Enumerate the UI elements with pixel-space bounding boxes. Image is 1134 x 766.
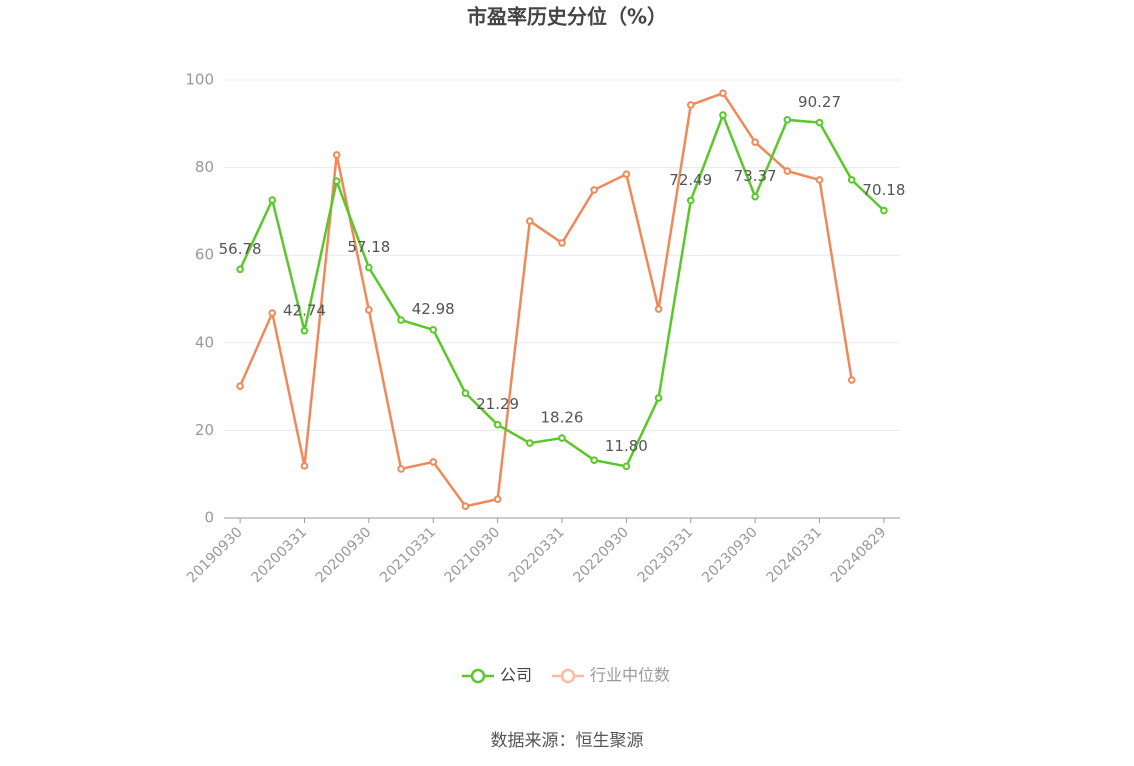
x-tick-label: 20190930	[184, 524, 246, 586]
data-point	[590, 456, 598, 464]
data-point	[429, 325, 438, 334]
data-point	[783, 116, 792, 124]
data-point	[847, 176, 856, 184]
data-point	[236, 382, 244, 390]
data-point	[332, 151, 341, 159]
x-tick-label: 20210331	[377, 524, 439, 586]
x-tick-label: 20220930	[570, 524, 632, 586]
data-point	[590, 186, 598, 194]
x-tick-label: 20230331	[635, 524, 697, 586]
data-point	[654, 305, 663, 313]
data-point	[815, 118, 824, 127]
data-label: 70.18	[862, 181, 905, 199]
data-point	[719, 111, 727, 119]
data-point	[526, 217, 534, 225]
data-point	[719, 89, 727, 97]
data-label: 72.49	[669, 171, 712, 189]
y-tick-label: 20	[195, 421, 214, 439]
data-point	[397, 465, 405, 473]
data-point	[558, 434, 566, 442]
legend-label: 行业中位数	[590, 666, 670, 685]
data-point	[429, 458, 438, 466]
data-point	[461, 502, 470, 510]
data-label: 42.74	[283, 301, 326, 319]
data-label: 90.27	[798, 93, 841, 111]
data-label: 18.26	[541, 409, 584, 427]
y-tick-label: 80	[195, 158, 214, 176]
data-label: 56.78	[219, 240, 262, 258]
data-label: 11.80	[605, 437, 648, 455]
data-point	[397, 316, 405, 324]
data-point	[493, 420, 502, 429]
data-point	[300, 462, 309, 470]
data-point	[622, 170, 631, 178]
data-point	[751, 192, 759, 201]
data-point	[751, 138, 759, 146]
data-point	[815, 176, 824, 184]
x-tick-label: 20210930	[442, 524, 504, 586]
data-point	[365, 263, 373, 272]
x-tick-label: 20200331	[248, 524, 310, 586]
legend-item[interactable]: 公司	[462, 666, 532, 685]
data-label: 42.98	[412, 300, 455, 318]
data-point	[332, 177, 341, 185]
y-tick-label: 60	[195, 246, 214, 264]
data-point	[493, 495, 502, 503]
data-point	[686, 101, 695, 109]
legend-item[interactable]: 行业中位数	[552, 666, 670, 685]
data-point	[622, 462, 631, 471]
y-tick-label: 40	[195, 333, 214, 351]
source: 数据来源：恒生聚源	[491, 731, 644, 751]
data-point	[365, 306, 373, 314]
chart-title: 市盈率历史分位（%）	[467, 5, 667, 29]
x-tick-label: 20220331	[506, 524, 568, 586]
data-label: 73.37	[734, 167, 777, 185]
x-tick-label: 20240331	[763, 524, 825, 586]
legend-label: 公司	[500, 666, 532, 685]
series-line	[238, 91, 853, 508]
legend-marker	[470, 668, 486, 684]
data-point	[847, 376, 856, 384]
y-tick-label: 0	[204, 509, 214, 527]
data-label: 21.29	[476, 395, 519, 413]
data-point	[686, 196, 695, 205]
data-point	[558, 239, 566, 247]
data-point	[526, 439, 534, 447]
data-point	[783, 167, 792, 175]
data-point	[654, 394, 663, 402]
data-point	[236, 265, 244, 274]
data-label: 57.18	[347, 238, 390, 256]
data-point	[268, 309, 277, 317]
y-tick-label: 100	[185, 71, 214, 89]
data-point	[880, 206, 888, 215]
legend-marker	[560, 668, 576, 684]
x-tick-label: 20200930	[313, 524, 375, 586]
x-tick-label: 20240829	[828, 524, 890, 586]
data-point	[300, 326, 309, 335]
x-tick-label: 20230930	[699, 524, 761, 586]
data-point	[268, 196, 277, 204]
data-point	[461, 389, 470, 397]
